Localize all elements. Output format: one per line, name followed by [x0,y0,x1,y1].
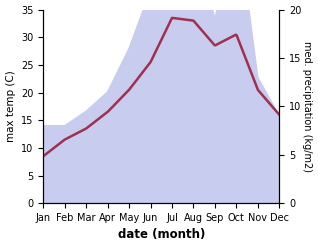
Y-axis label: med. precipitation (kg/m2): med. precipitation (kg/m2) [302,41,313,172]
X-axis label: date (month): date (month) [118,228,205,242]
Y-axis label: max temp (C): max temp (C) [5,70,16,142]
